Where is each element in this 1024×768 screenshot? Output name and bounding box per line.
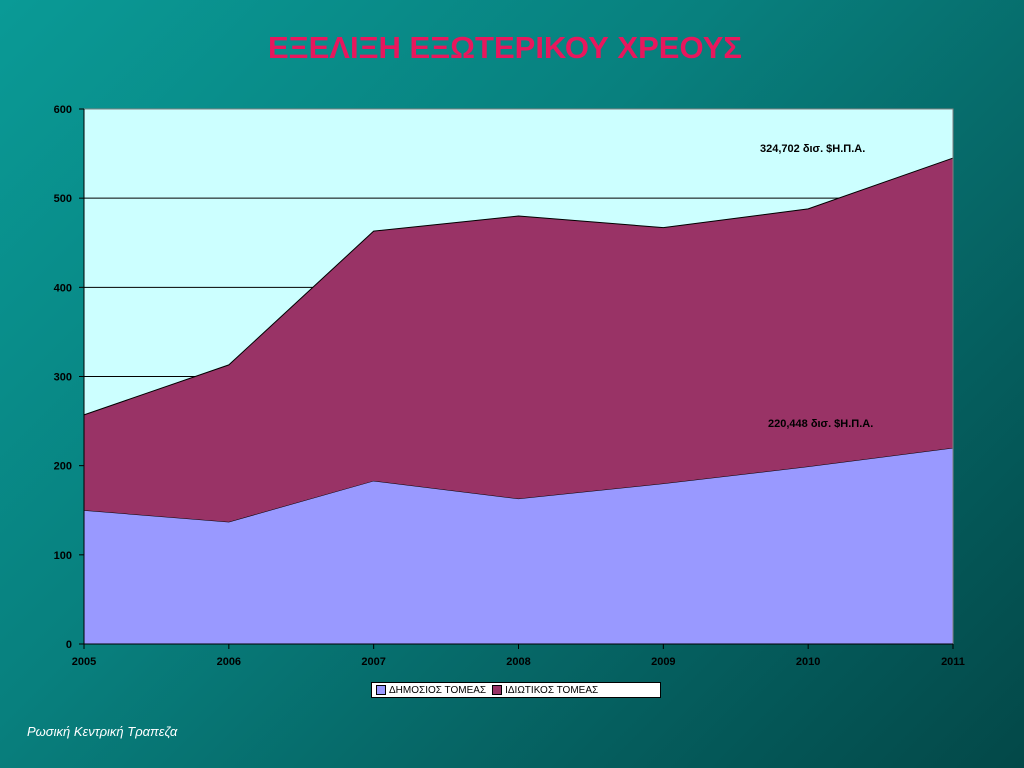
legend-item-private: ΙΔΙΩΤΙΚΟΣ ΤΟΜΕΑΣ xyxy=(492,685,598,696)
legend-label-private: ΙΔΙΩΤΙΚΟΣ ΤΟΜΕΑΣ xyxy=(505,684,599,696)
slide-title: ΕΞΕΛΙΞΗ ΕΞΩΤΕΡΙΚΟΥ ΧΡΕΟΥΣ xyxy=(268,30,742,65)
x-tick-label-2009: 2009 xyxy=(651,656,675,668)
annotations: 324,702 δισ. $Η.Π.Α. 220,448 δισ. $Η.Π.Α… xyxy=(760,143,873,430)
legend-item-public: ΔΗΜΟΣΙΟΣ ΤΟΜΕΑΣ xyxy=(376,685,486,696)
area-private-sector xyxy=(84,158,953,522)
area-edge-private-sector xyxy=(83,157,954,416)
chart-legend: ΔΗΜΟΣΙΟΣ ΤΟΜΕΑΣ ΙΔΙΩΤΙΚΟΣ ΤΟΜΕΑΣ xyxy=(371,682,661,698)
source-footer: Ρωσική Κεντρική Τραπεζα xyxy=(27,724,178,739)
x-tick-label-2007: 2007 xyxy=(361,656,385,668)
annotation-private-total: 324,702 δισ. $Η.Π.Α. xyxy=(760,143,865,155)
axes: 0 100 200 300 400 500 600 2005 2006 2007 2008 2009 2… xyxy=(54,104,965,668)
y-tick-label-200: 200 xyxy=(54,461,72,473)
legend-label-public: ΔΗΜΟΣΙΟΣ ΤΟΜΕΑΣ xyxy=(389,684,487,696)
x-tick-label-2011: 2011 xyxy=(941,656,965,668)
y-tick-label-0: 0 xyxy=(66,639,72,651)
y-tick-label-400: 400 xyxy=(54,282,72,294)
x-tick-label-2008: 2008 xyxy=(506,656,530,668)
x-tick-label-2006: 2006 xyxy=(217,656,241,668)
legend-swatch-public xyxy=(376,685,386,695)
x-tick-label-2010: 2010 xyxy=(796,656,820,668)
area-public-sector xyxy=(84,447,953,644)
annotation-public-total: 220,448 δισ. $Η.Π.Α. xyxy=(768,418,873,430)
y-tick-label-100: 100 xyxy=(54,550,72,562)
area-series xyxy=(83,157,954,644)
legend-swatch-private xyxy=(492,685,503,695)
x-tick-label-2005: 2005 xyxy=(72,656,96,668)
y-tick-label-300: 300 xyxy=(54,372,72,384)
y-tick-label-500: 500 xyxy=(54,193,72,205)
y-tick-label-600: 600 xyxy=(54,104,72,116)
